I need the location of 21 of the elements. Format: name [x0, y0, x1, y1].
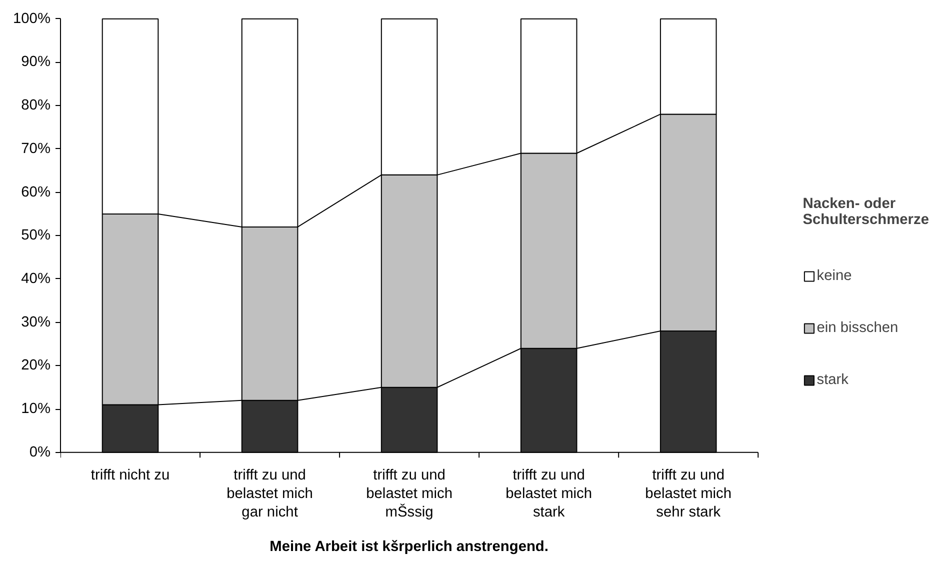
legend-label: keine	[816, 268, 852, 284]
x-tick-label: trifft zu und belastet mich stark	[506, 468, 592, 520]
y-tick-label: 30%	[21, 314, 51, 330]
y-tick-label: 40%	[21, 270, 51, 287]
x-tick-label: trifft zu und belastet mich mŠssig	[366, 468, 452, 520]
y-tick-label: 10%	[21, 401, 51, 418]
y-tick-label: 50%	[21, 228, 51, 244]
y-tick-label: 0%	[29, 444, 51, 460]
y-tick-label: 70%	[21, 140, 51, 157]
y-tick-label: 60%	[21, 184, 51, 200]
y-tick-label: 20%	[21, 358, 51, 374]
x-tick-label: trifft zu und belastet mich gar nicht	[226, 468, 313, 520]
legend-title: Nacken- oder Schulterschmerze	[802, 196, 929, 228]
legend-label: ein bisschen	[816, 320, 898, 336]
x-axis-title: Meine Arbeit ist kšrperlich anstrengend.	[270, 539, 548, 556]
y-tick-label: 80%	[21, 98, 51, 114]
legend-label: stark	[816, 372, 848, 388]
x-tick-label: trifft nicht zu	[90, 468, 170, 484]
x-tick-label: trifft zu und belastet mich sehr stark	[645, 468, 732, 520]
y-tick-label: 90%	[21, 54, 51, 70]
y-tick-label: 100%	[13, 10, 51, 27]
